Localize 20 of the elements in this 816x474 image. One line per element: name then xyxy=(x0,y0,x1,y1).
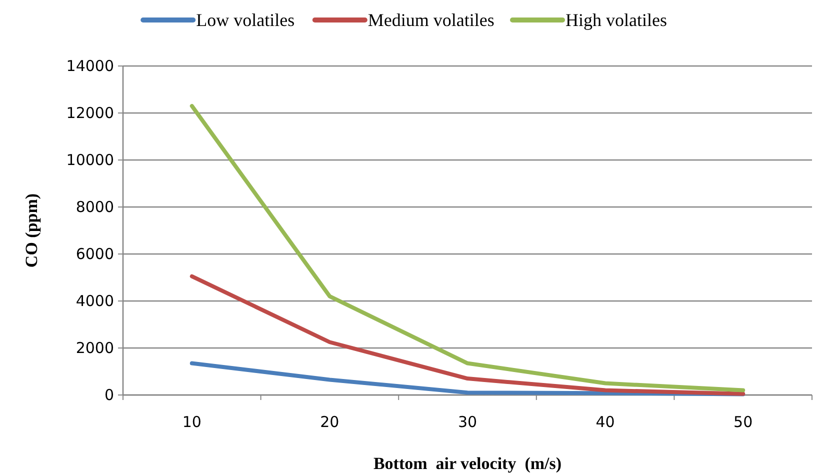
y-tick-label: 10000 xyxy=(66,151,114,169)
x-tick-label: 40 xyxy=(596,413,615,431)
x-tick-label: 20 xyxy=(320,413,340,431)
y-tick-label: 2000 xyxy=(76,339,114,357)
x-axis-title: Bottom air velocity (m/s) xyxy=(373,454,562,473)
x-tick-label: 50 xyxy=(734,413,753,431)
x-tick-label: 30 xyxy=(458,413,478,431)
y-tick-label: 12000 xyxy=(66,104,114,122)
x-tick-label: 10 xyxy=(182,413,202,431)
y-tick-label: 4000 xyxy=(76,292,114,310)
legend-label: Medium volatiles xyxy=(368,10,494,30)
legend-label: High volatiles xyxy=(566,10,667,30)
line-series xyxy=(190,274,746,396)
y-tick-label: 0 xyxy=(104,386,114,404)
y-tick-label: 6000 xyxy=(76,245,114,263)
legend-label: Low volatiles xyxy=(196,10,295,30)
y-tick-label: 8000 xyxy=(76,198,114,216)
line-series xyxy=(190,104,746,392)
y-axis-title: CO (ppm) xyxy=(22,193,41,268)
y-tick-label: 14000 xyxy=(66,57,114,75)
